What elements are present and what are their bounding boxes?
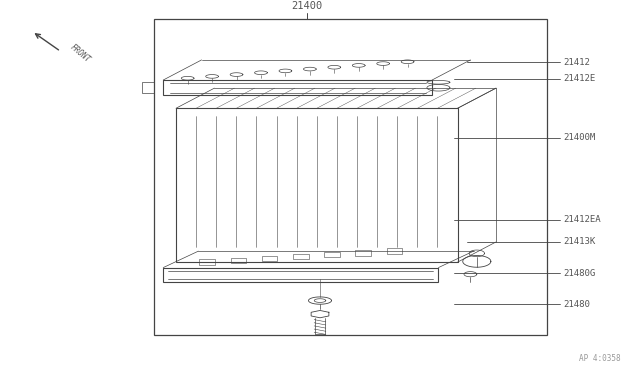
Bar	[163, 80, 432, 96]
Text: 21400M: 21400M	[563, 133, 595, 142]
Bar	[230, 257, 246, 263]
Text: 21412: 21412	[563, 58, 590, 67]
Text: 21412E: 21412E	[563, 74, 595, 83]
Text: 21480G: 21480G	[563, 269, 595, 278]
Text: FRONT: FRONT	[68, 43, 92, 64]
Text: 21412EA: 21412EA	[563, 215, 601, 224]
Bar	[154, 19, 547, 336]
Bar	[387, 248, 402, 254]
Bar	[142, 82, 154, 93]
Bar	[200, 260, 215, 265]
Text: 21413K: 21413K	[563, 237, 595, 247]
Text: 21400: 21400	[292, 1, 323, 11]
Text: AP 4:0358: AP 4:0358	[579, 354, 621, 363]
Bar	[324, 252, 340, 257]
Text: 21480: 21480	[563, 300, 590, 309]
Bar	[262, 256, 277, 261]
Bar	[355, 250, 371, 256]
Bar	[176, 108, 458, 262]
Bar	[293, 254, 308, 259]
Bar	[163, 267, 438, 282]
